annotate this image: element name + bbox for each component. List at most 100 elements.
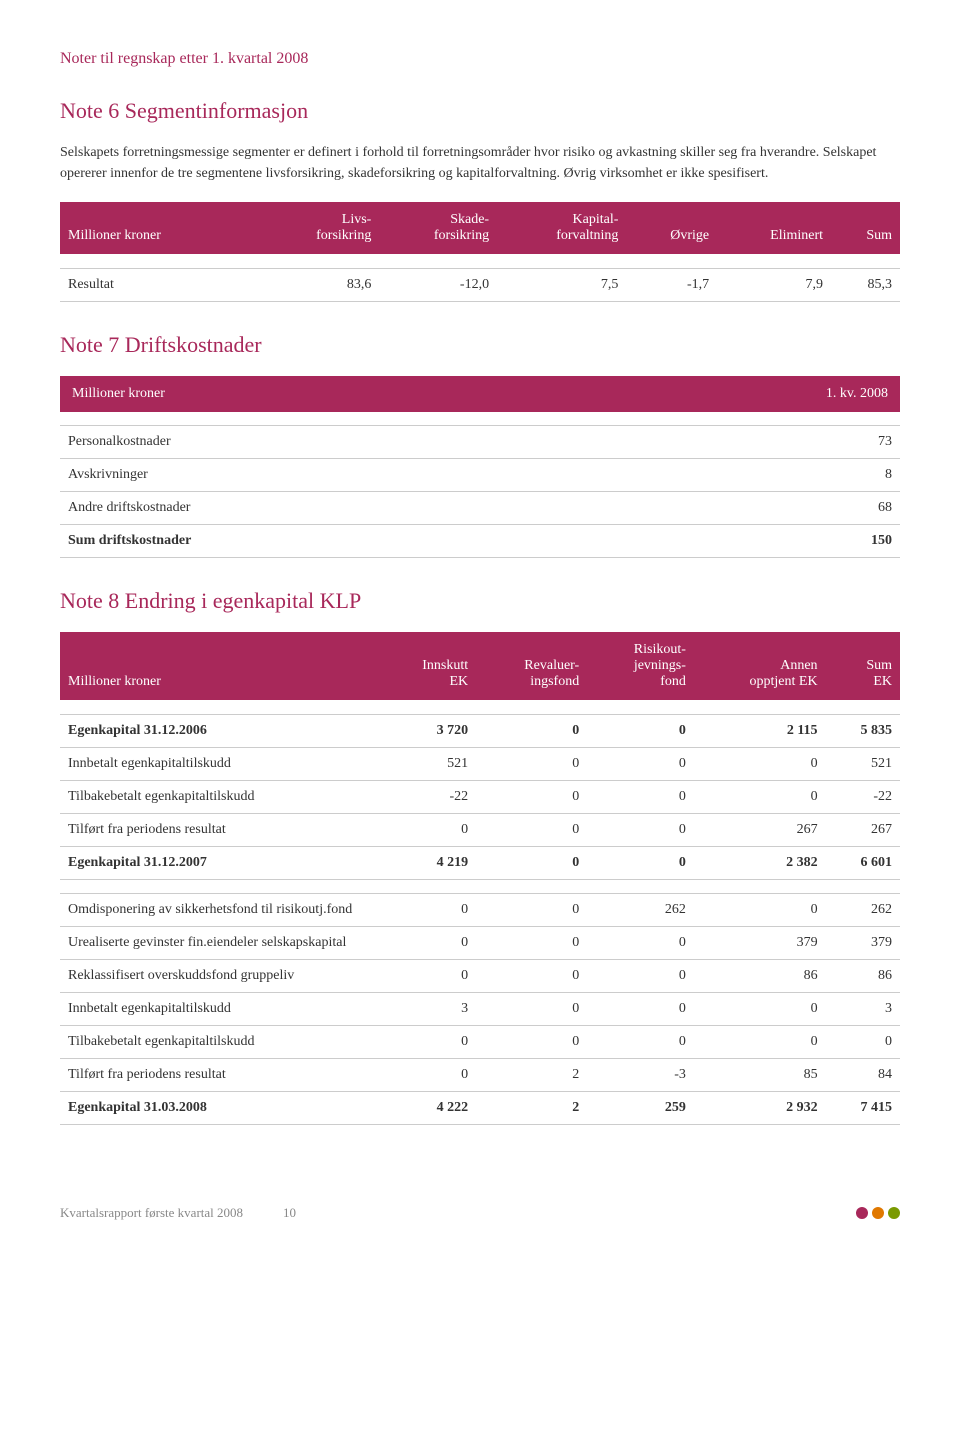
cell: Innbetalt egenkapitaltilskudd [60, 992, 379, 1025]
cell: 73 [579, 426, 900, 459]
cell: 83,6 [262, 268, 380, 301]
col-header: InnskuttEK [379, 632, 476, 700]
cell: 86 [826, 959, 900, 992]
table-row: Egenkapital 31.12.20063 720002 1155 835 [60, 714, 900, 747]
cell: 262 [587, 893, 694, 926]
table-row: Innbetalt egenkapitaltilskudd30003 [60, 992, 900, 1025]
table-row: Tilbakebetalt egenkapitaltilskudd00000 [60, 1025, 900, 1058]
footer-page-number: 10 [283, 1205, 296, 1221]
cell: 0 [476, 926, 587, 959]
col-header: Millioner kroner [60, 376, 579, 412]
cell: 4 219 [379, 846, 476, 879]
cell: Andre driftskostnader [60, 492, 579, 525]
cell: Tilbakebetalt egenkapitaltilskudd [60, 780, 379, 813]
col-header: Livs-forsikring [262, 202, 380, 254]
cell: 3 [826, 992, 900, 1025]
col-header: Annenopptjent EK [694, 632, 826, 700]
table-row: Sum driftskostnader 150 [60, 525, 900, 558]
col-header: Skade-forsikring [379, 202, 497, 254]
cell: 0 [379, 1025, 476, 1058]
table-row: Egenkapital 31.12.20074 219002 3826 601 [60, 846, 900, 879]
cell: 0 [379, 926, 476, 959]
cell: 0 [476, 893, 587, 926]
cell: 262 [826, 893, 900, 926]
cell: 0 [694, 992, 826, 1025]
cell: Omdisponering av sikkerhetsfond til risi… [60, 893, 379, 926]
cell: 6 601 [826, 846, 900, 879]
notes-title: Noter til regnskap etter 1. kvartal 2008 [60, 50, 900, 68]
cell: Egenkapital 31.12.2007 [60, 846, 379, 879]
cell: Personalkostnader [60, 426, 579, 459]
cell: 0 [587, 926, 694, 959]
cell: 379 [826, 926, 900, 959]
footer-text: Kvartalsrapport første kvartal 2008 [60, 1205, 243, 1221]
table-header-row: Millioner kroner Livs-forsikring Skade-f… [60, 202, 900, 254]
col-header: Risikout-jevnings-fond [587, 632, 694, 700]
cell: 2 [476, 1058, 587, 1091]
cell: 2 382 [694, 846, 826, 879]
table-row: Innbetalt egenkapitaltilskudd521000521 [60, 747, 900, 780]
cell: Reklassifisert overskuddsfond gruppeliv [60, 959, 379, 992]
cell: -3 [587, 1058, 694, 1091]
table-row: Resultat 83,6 -12,0 7,5 -1,7 7,9 85,3 [60, 268, 900, 301]
table-row: Urealiserte gevinster fin.eiendeler sels… [60, 926, 900, 959]
cell: -1,7 [626, 268, 717, 301]
cell: Egenkapital 31.12.2006 [60, 714, 379, 747]
col-header: Sum [831, 202, 900, 254]
note7-heading: Note 7 Driftskostnader [60, 332, 900, 358]
table-row: Avskrivninger 8 [60, 459, 900, 492]
col-header: 1. kv. 2008 [579, 376, 900, 412]
dot-icon [888, 1207, 900, 1219]
cell: 379 [694, 926, 826, 959]
col-header: Revaluer-ingsfond [476, 632, 587, 700]
cell: 0 [379, 813, 476, 846]
col-header: SumEK [826, 632, 900, 700]
cell: 0 [476, 780, 587, 813]
cell: Resultat [60, 268, 262, 301]
footer-dots [856, 1207, 900, 1219]
cell: 8 [579, 459, 900, 492]
cell: 0 [476, 1025, 587, 1058]
cell: 0 [587, 813, 694, 846]
cell: 7 415 [826, 1091, 900, 1124]
cell: 86 [694, 959, 826, 992]
cell: 0 [587, 846, 694, 879]
cell: 3 [379, 992, 476, 1025]
table-row: Reklassifisert overskuddsfond gruppeliv 0… [60, 959, 900, 992]
table-row: Omdisponering av sikkerhetsfond til risi… [60, 893, 900, 926]
cell: 0 [587, 747, 694, 780]
cell: 0 [694, 747, 826, 780]
cell: 84 [826, 1058, 900, 1091]
col-header: Øvrige [626, 202, 717, 254]
table-row: Egenkapital 31.03.20084 22222592 9327 41… [60, 1091, 900, 1124]
cell: 521 [379, 747, 476, 780]
cell: -22 [826, 780, 900, 813]
cell: 2 [476, 1091, 587, 1124]
cell: 259 [587, 1091, 694, 1124]
cell: 0 [476, 813, 587, 846]
cell: 0 [379, 893, 476, 926]
cell: -22 [379, 780, 476, 813]
col-header: Millioner kroner [60, 632, 379, 700]
col-header: Millioner kroner [60, 202, 262, 254]
cell: 521 [826, 747, 900, 780]
cell: 0 [587, 992, 694, 1025]
cell: 0 [826, 1025, 900, 1058]
note6-body: Selskapets forretningsmessige segmenter … [60, 142, 900, 184]
cell: 85,3 [831, 268, 900, 301]
cell: 0 [476, 959, 587, 992]
cell: 0 [379, 1058, 476, 1091]
cell: 68 [579, 492, 900, 525]
cell: 0 [694, 780, 826, 813]
page-footer: Kvartalsrapport første kvartal 2008 10 [60, 1185, 900, 1221]
table-row: Tilført fra periodens resultat02-38584 [60, 1058, 900, 1091]
cell: 0 [694, 1025, 826, 1058]
note8-heading: Note 8 Endring i egenkapital KLP [60, 588, 900, 614]
table-header-row: Millioner kroner 1. kv. 2008 [60, 376, 900, 412]
col-header: Kapital-forvaltning [497, 202, 626, 254]
table-row: Tilført fra periodens resultat000267267 [60, 813, 900, 846]
cell: Avskrivninger [60, 459, 579, 492]
cell: 4 222 [379, 1091, 476, 1124]
dot-icon [872, 1207, 884, 1219]
cell: 5 835 [826, 714, 900, 747]
